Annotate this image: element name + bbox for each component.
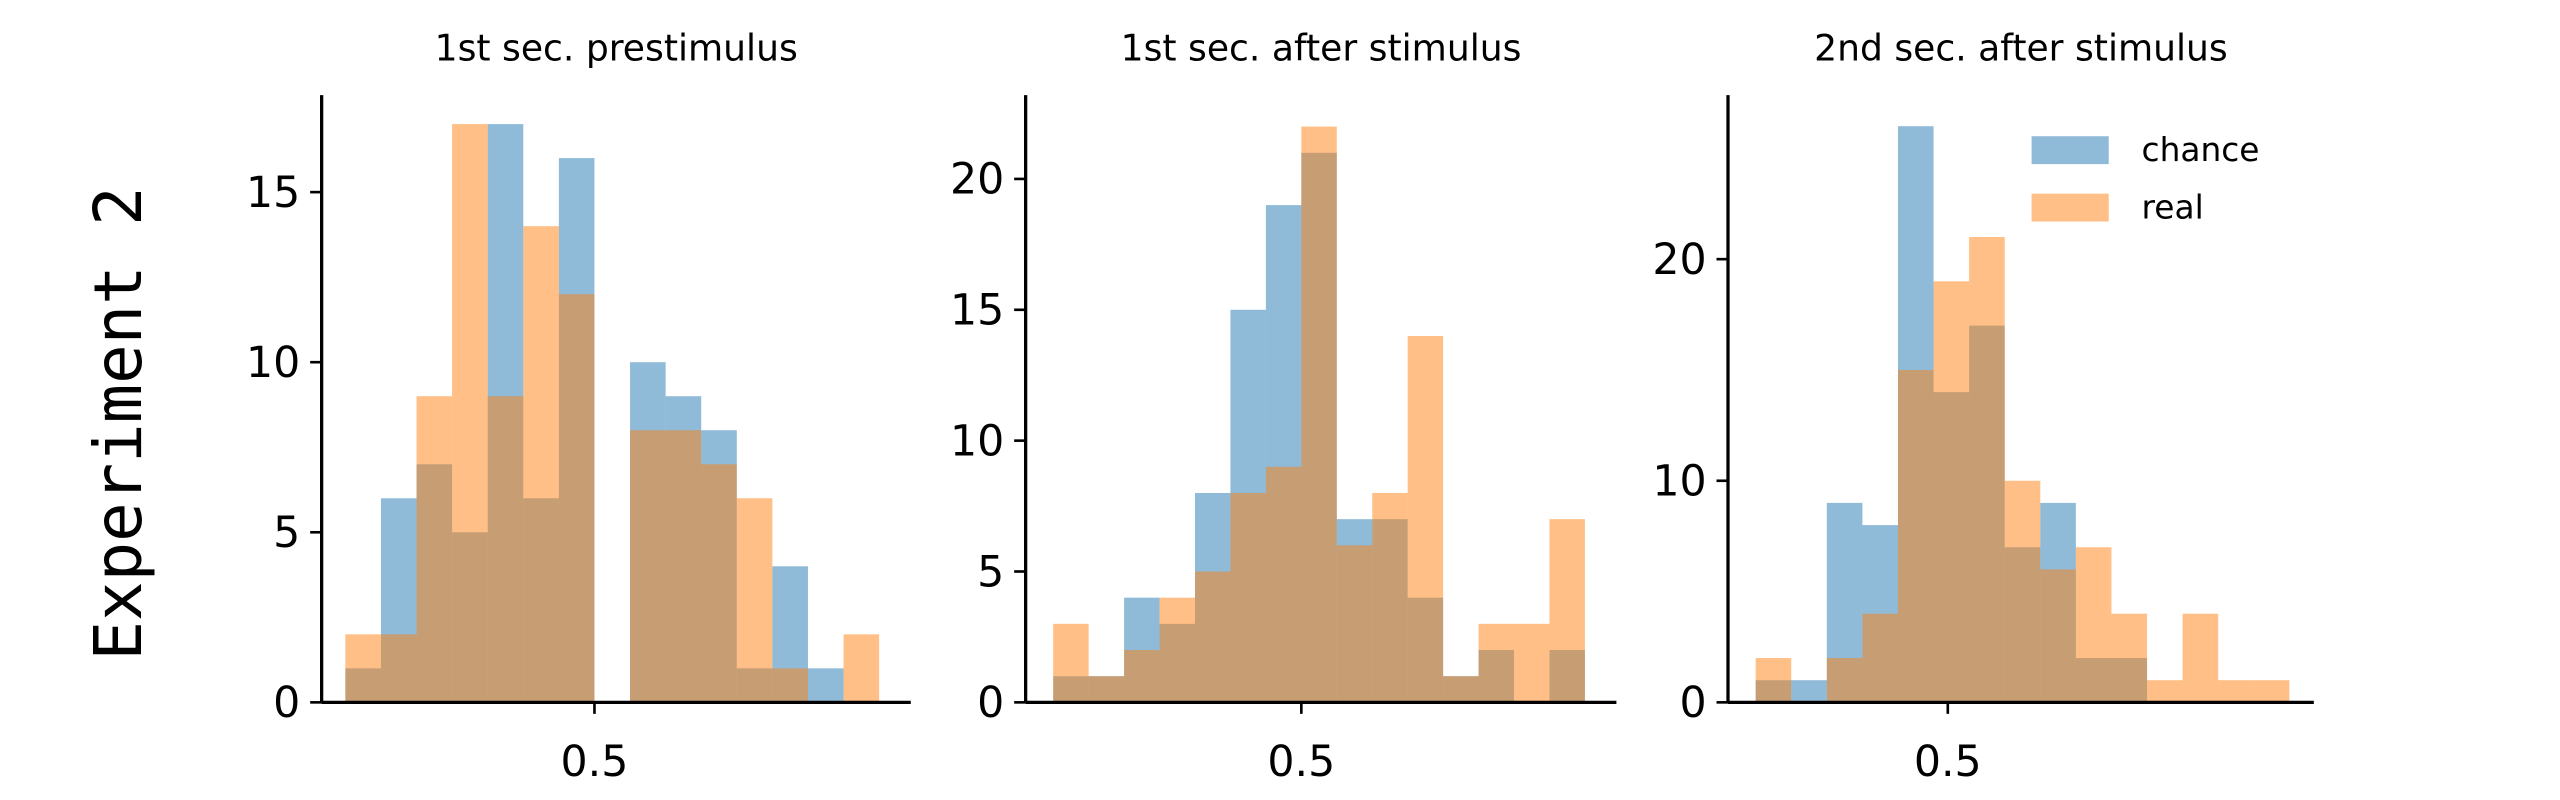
subplot-title: 1st sec. prestimulus: [435, 27, 798, 70]
histogram-bar: [1897, 369, 1934, 703]
histogram-bar: [1336, 545, 1373, 703]
x-tick-label: 0.5: [561, 737, 629, 787]
histogram-bar: [665, 430, 702, 703]
histogram-bar: [1194, 571, 1231, 703]
histogram-bar: [1230, 492, 1266, 703]
histogram-bar: [523, 226, 559, 703]
histogram-bar: [1407, 335, 1444, 703]
histogram-bar: [558, 294, 595, 703]
histogram-bar: [701, 464, 737, 703]
histogram-bar: [1124, 650, 1160, 703]
histogram-bar: [1549, 519, 1585, 703]
legend-label: real: [2142, 188, 2204, 226]
histogram-bar: [1862, 613, 1898, 703]
histogram-bar: [1933, 281, 1970, 703]
subplot-title: 2nd sec. after stimulus: [1814, 27, 2228, 70]
histogram-bar: [1514, 623, 1550, 703]
histogram-bar: [2111, 613, 2148, 703]
histogram-bar: [772, 668, 808, 703]
y-tick-label: 15: [950, 286, 1004, 336]
histogram-bar: [487, 396, 524, 703]
histogram-bar: [380, 634, 417, 703]
x-tick-label: 0.5: [1914, 737, 1982, 787]
histogram-bar: [1301, 126, 1337, 703]
histogram-bar: [416, 396, 453, 703]
histogram-bar: [2075, 547, 2112, 703]
legend-swatch: [2031, 136, 2109, 165]
histogram-bar: [807, 668, 844, 703]
histogram-bar: [2218, 680, 2254, 703]
histogram-bar: [1826, 658, 1863, 703]
histogram-bar: [736, 498, 773, 703]
y-tick-label: 0: [1680, 678, 1707, 728]
histogram-bar: [1969, 237, 2005, 703]
histogram-bar: [2004, 480, 2041, 703]
histogram-bar: [2253, 680, 2290, 703]
histogram-bar: [1265, 466, 1302, 703]
y-axis-label: Experiment 2: [81, 186, 157, 660]
histogram-bar: [1053, 623, 1089, 703]
y-tick-label: 10: [950, 416, 1004, 466]
subplot-title: 1st sec. after stimulus: [1121, 27, 1522, 70]
legend-label: chance: [2142, 131, 2260, 169]
y-tick-label: 0: [977, 678, 1004, 728]
histogram-bar: [1159, 597, 1195, 703]
histogram-bar: [1791, 680, 1827, 703]
y-tick-label: 20: [1652, 235, 1706, 285]
histogram-bar: [1372, 492, 1408, 703]
legend-swatch: [2031, 193, 2109, 222]
x-tick-label: 0.5: [1267, 737, 1335, 787]
y-tick-label: 10: [246, 338, 300, 388]
histogram-bar: [1443, 676, 1479, 703]
histogram-bar: [1478, 623, 1515, 703]
histogram-bar: [2182, 613, 2219, 703]
histogram-bar: [2147, 680, 2183, 703]
histogram-bar: [2040, 569, 2076, 703]
y-tick-label: 15: [246, 168, 300, 218]
histogram-bar: [843, 634, 880, 703]
y-tick-label: 5: [273, 508, 300, 558]
histogram-bar: [630, 430, 666, 703]
histogram-bar: [1755, 658, 1792, 703]
y-tick-label: 5: [977, 547, 1004, 597]
histogram-bar: [1088, 676, 1125, 703]
y-tick-label: 0: [273, 678, 300, 728]
y-tick-label: 10: [1652, 457, 1706, 507]
y-tick-label: 20: [950, 155, 1004, 205]
histogram-bar: [345, 634, 381, 703]
histogram-bar: [452, 124, 488, 703]
